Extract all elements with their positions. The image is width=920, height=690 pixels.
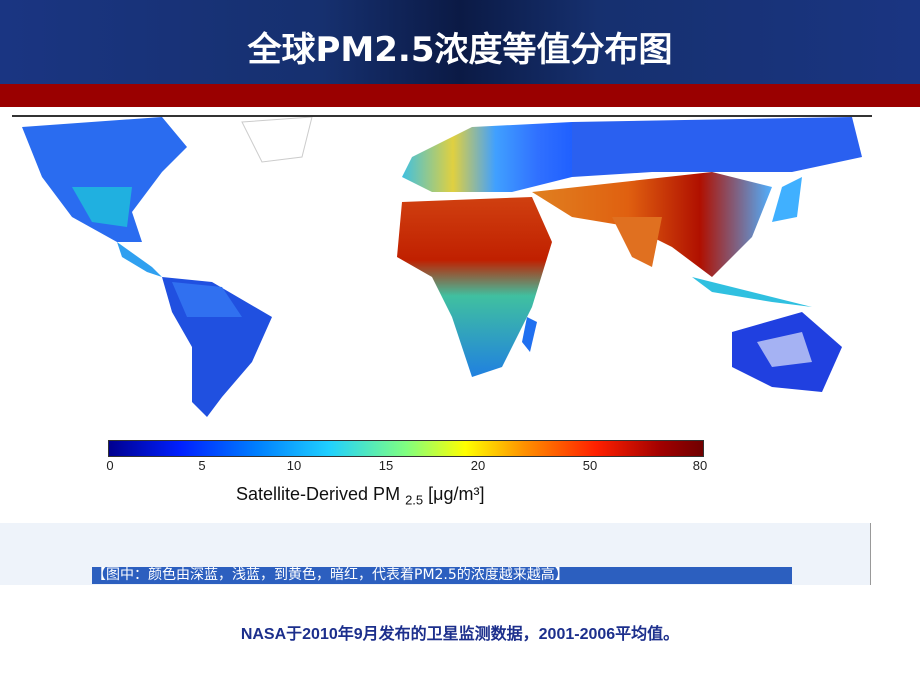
greenland bbox=[241, 116, 313, 163]
colorbar-label-subscript: 2.5 bbox=[405, 492, 424, 508]
colorbar-label-text: Satellite-Derived PM bbox=[236, 484, 401, 504]
north-america bbox=[22, 117, 187, 242]
japan bbox=[772, 177, 802, 222]
pm25-colorbar bbox=[108, 440, 704, 457]
russia bbox=[572, 117, 862, 177]
colorbar-tick: 20 bbox=[470, 458, 486, 473]
colorbar-label: Satellite-Derived PM 2.5 [μg/m³] bbox=[236, 484, 485, 508]
slide-header: 全球PM2.5浓度等值分布图 bbox=[0, 0, 920, 84]
africa bbox=[397, 197, 552, 377]
slide-title: 全球PM2.5浓度等值分布图 bbox=[247, 30, 673, 70]
madagascar bbox=[522, 317, 537, 352]
colorbar-tick: 50 bbox=[582, 458, 598, 473]
india bbox=[612, 217, 662, 267]
colorbar-tick: 80 bbox=[692, 458, 708, 473]
pm25-world-map bbox=[12, 115, 872, 422]
source-footer: NASA于2010年9月发布的卫星监测数据，2001-2006平均值。 bbox=[240, 626, 680, 643]
colorbar-tick: 5 bbox=[198, 458, 206, 473]
note-box: 【图中：颜色由深蓝，浅蓝，到黄色，暗红，代表着PM2.5的浓度越来越高】 bbox=[0, 523, 871, 585]
europe bbox=[402, 122, 572, 192]
colorbar-tick: 10 bbox=[286, 458, 302, 473]
southeast-asia bbox=[692, 277, 812, 307]
color-legend-note: 【图中：颜色由深蓝，浅蓝，到黄色，暗红，代表着PM2.5的浓度越来越高】 bbox=[92, 567, 792, 584]
australia-interior bbox=[757, 332, 812, 367]
header-accent-band bbox=[0, 84, 920, 107]
colorbar-tick: 15 bbox=[378, 458, 394, 473]
south-america-north bbox=[172, 282, 242, 317]
colorbar-tick: 0 bbox=[106, 458, 114, 473]
map-graphic bbox=[22, 116, 862, 417]
colorbar-label-unit: [μg/m³] bbox=[423, 484, 485, 504]
central-america bbox=[117, 242, 162, 277]
